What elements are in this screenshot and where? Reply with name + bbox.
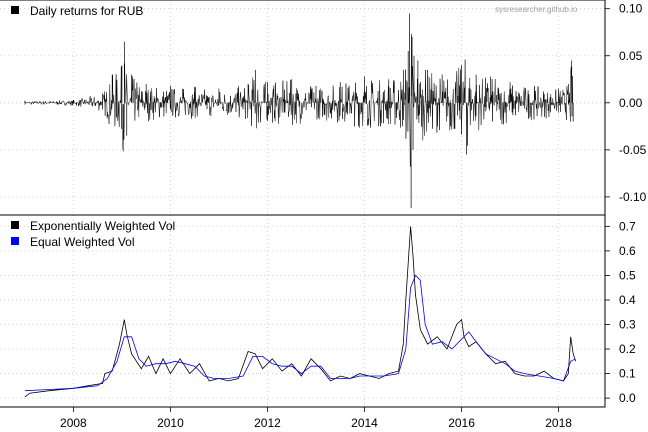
ytick-label-1-2: 0.5 [619,268,636,282]
xtick-label-1: 2010 [157,416,184,430]
series-lines [24,13,576,398]
equal-vol-line [24,274,576,392]
panel-frames [0,0,606,408]
legend-swatch-1-1 [11,237,19,245]
ytick-label-0-3: -0.05 [619,143,647,157]
ytick-label-1-4: 0.3 [619,317,636,331]
grid-lines [0,0,605,407]
xtick-label-4: 2016 [448,416,475,430]
ytick-label-1-5: 0.2 [619,342,636,356]
ytick-label-1-1: 0.6 [619,244,636,258]
watermark-text: sysresearcher.github.io [495,5,578,14]
series-1-1 [24,274,576,392]
ytick-label-0-1: 0.05 [619,49,643,63]
axis-ticks: 0.10 0.05 0.00 -0.05 -0.10 0.7 0.6 0.5 0.4 0.3 0.2… [60,2,647,430]
ytick-label-1-3: 0.4 [619,293,636,307]
legend-label-0-0: Daily returns for RUB [30,4,143,18]
ytick-label-0-2: 0.00 [619,96,643,110]
returns-line [24,34,574,167]
legend-label-1-0: Exponentially Weighted Vol [30,219,175,233]
legend-swatch-1-0 [11,221,19,229]
panel-frame-1 [0,214,606,408]
series-1-0 [24,226,576,398]
ytick-label-1-7: 0.0 [619,391,636,405]
series-0-0 [24,13,574,209]
xtick-label-5: 2018 [545,416,572,430]
ytick-label-1-6: 0.1 [619,367,636,381]
ewma-vol-line [24,226,576,398]
ytick-label-1-0: 0.7 [619,219,636,233]
ytick-label-0-4: -0.10 [619,190,647,204]
xtick-label-2: 2012 [254,416,281,430]
xtick-label-0: 2008 [60,416,87,430]
ytick-label-0-0: 0.10 [619,2,643,16]
legend-label-1-1: Equal Weighted Vol [30,235,135,249]
legend-swatch-0-0 [11,6,19,14]
xtick-label-3: 2014 [351,416,378,430]
legends: Daily returns for RUB Exponentially Weigh… [11,4,175,249]
